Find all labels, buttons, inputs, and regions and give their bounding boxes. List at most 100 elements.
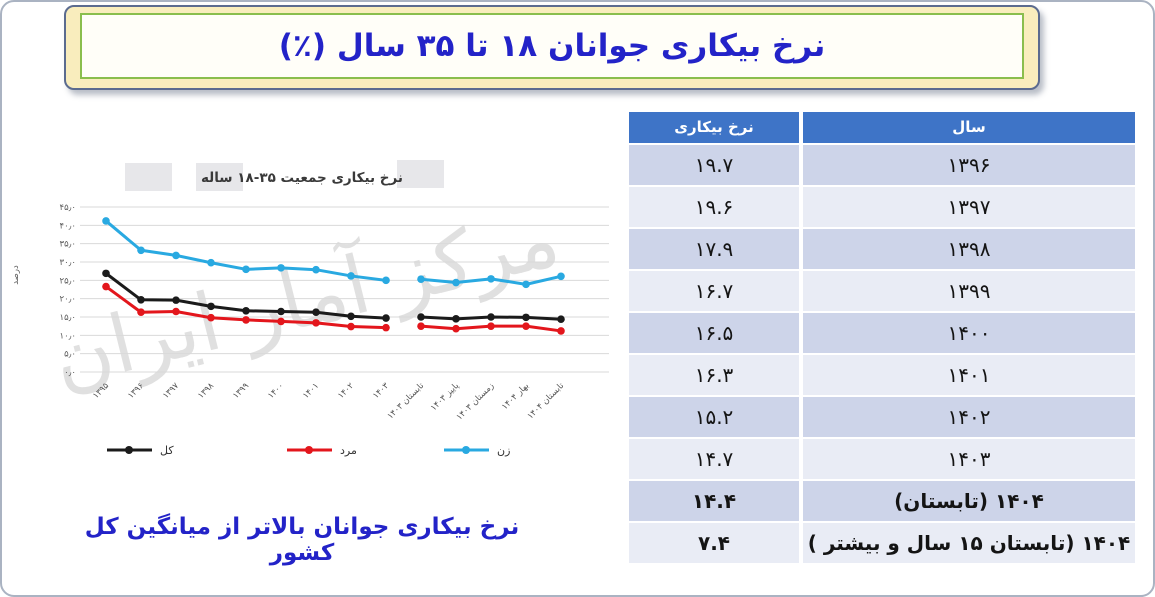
rate-cell: ۱۹.۶ (629, 187, 799, 227)
data-point-men (347, 322, 355, 331)
data-point-total (312, 308, 320, 317)
data-point-total (452, 315, 460, 323)
y-tick-label: ۲۰٫۰ (60, 295, 76, 305)
table-row: ۱۳۹۹ ۱۶.۷ (629, 271, 1135, 311)
data-point-total (102, 269, 110, 278)
year-cell: ۱۴۰۱ (803, 355, 1135, 395)
legend-item-women: زن (444, 444, 510, 457)
table-body: ۱۳۹۶ ۱۹.۷ ۱۳۹۷ ۱۹.۶ ۱۳۹۸ ۱۷.۹ ۱۳۹۹ ۱۶.۷ ۱۴۰۰ ۱۶.۵… (629, 145, 1135, 563)
x-tick-label: ۱۴۰۳ (371, 381, 391, 401)
data-point-men (382, 323, 390, 332)
title-banner-inner: نرخ بیکاری جوانان ۱۸ تا ۳۵ سال (٪) (80, 13, 1024, 79)
x-tick-label: ۱۳۹۹ (231, 381, 251, 401)
data-point-women (417, 275, 425, 284)
y-tick-label: ۵٫۰ (64, 350, 76, 360)
data-point-women (557, 272, 565, 281)
data-point-total (207, 302, 215, 311)
year-cell: ۱۴۰۳ (803, 439, 1135, 479)
data-point-women (347, 272, 355, 280)
data-point-women (452, 278, 460, 287)
data-point-men (522, 322, 530, 330)
rate-cell: ۷.۴ (629, 523, 799, 563)
legend-item-men: مرد (287, 444, 357, 457)
x-tick-label: پاییز ۱۴۰۳ (429, 381, 462, 414)
data-point-total (382, 314, 390, 322)
series-men (102, 282, 565, 335)
data-point-women (312, 265, 320, 274)
rate-cell: ۱۴.۷ (629, 439, 799, 479)
decorative-gray-box (125, 163, 172, 191)
data-point-men (242, 316, 250, 324)
year-cell: ۱۳۹۶ (803, 145, 1135, 185)
data-point-total (172, 296, 180, 304)
y-tick-label: ۳۰٫۰ (60, 258, 76, 268)
data-point-total (557, 315, 565, 323)
rate-cell: ۱۹.۷ (629, 145, 799, 185)
table-header-row: سال نرخ بیکاری (629, 112, 1135, 143)
table-row: ۱۴۰۳ ۱۴.۷ (629, 439, 1135, 479)
rate-cell: ۱۶.۷ (629, 271, 799, 311)
year-cell: ۱۳۹۹ (803, 271, 1135, 311)
table-header-year: سال (803, 112, 1135, 143)
data-point-women (487, 275, 495, 283)
year-cell: ۱۳۹۸ (803, 229, 1135, 269)
y-tick-label: ۴۵٫۰ (60, 203, 76, 213)
decorative-gray-box (397, 160, 444, 188)
series-total (102, 269, 565, 323)
table-row: ۱۳۹۸ ۱۷.۹ (629, 229, 1135, 269)
x-tick-label: ۱۳۹۷ (161, 381, 181, 401)
x-tick-label: تابستان ۱۴۰۳ (386, 381, 427, 422)
data-point-women (102, 217, 110, 225)
decorative-gray-box (196, 163, 243, 191)
table-row: ۱۳۹۶ ۱۹.۷ (629, 145, 1135, 185)
table-row: ۱۴۰۲ ۱۵.۲ (629, 397, 1135, 437)
data-point-men (137, 308, 145, 317)
y-tick-label: ۲۵٫۰ (60, 276, 76, 286)
data-point-women (172, 251, 180, 260)
data-point-men (207, 313, 215, 322)
page-title: نرخ بیکاری جوانان ۱۸ تا ۳۵ سال (٪) (278, 28, 826, 64)
year-cell: ۱۴۰۴ (تابستان) (803, 481, 1135, 521)
table-row: ۱۴۰۴ (تابستان ۱۵ سال و بیشتر ) ۷.۴ (629, 523, 1135, 563)
chart-caption: نرخ بیکاری جوانان بالاتر از میانگین کل ک… (84, 514, 520, 566)
legend-label-total: کل (160, 444, 174, 457)
x-tick-label: ۱۴۰۲ (336, 381, 356, 401)
x-tick-label: زمستان ۱۴۰۳ (455, 381, 496, 422)
data-point-men (312, 319, 320, 327)
rate-cell: ۱۵.۲ (629, 397, 799, 437)
legend-item-total: کل (107, 444, 174, 457)
data-point-total (277, 307, 285, 316)
unemployment-chart: مرکز آمار ایران نرخ بیکاری جمعیت ۳۵-۱۸ سا… (2, 150, 620, 480)
table-row: ۱۴۰۱ ۱۶.۳ (629, 355, 1135, 395)
year-cell: ۱۳۹۷ (803, 187, 1135, 227)
rate-cell: ۱۶.۳ (629, 355, 799, 395)
table-row: ۱۴۰۴ (تابستان) ۱۴.۴ (629, 481, 1135, 521)
legend-marker-women (462, 446, 470, 454)
unemployment-table: سال نرخ بیکاری ۱۳۹۶ ۱۹.۷ ۱۳۹۷ ۱۹.۶ ۱۳۹۸ ۱۷.۹ ۱… (629, 112, 1135, 565)
data-point-men (277, 317, 285, 326)
data-point-women (382, 276, 390, 285)
y-axis-title: درصد (11, 265, 21, 285)
x-tick-label: بهار ۱۴۰۴ (500, 381, 531, 412)
legend-marker-total (125, 446, 133, 454)
legend-label-women: زن (497, 444, 510, 457)
data-point-women (137, 246, 145, 255)
legend-label-men: مرد (340, 444, 357, 457)
data-point-women (522, 280, 530, 289)
x-tick-label: ۱۳۹۸ (196, 381, 216, 401)
data-point-women (277, 264, 285, 272)
y-tick-label: ۰٫۰ (64, 368, 76, 378)
table-row: ۱۴۰۰ ۱۶.۵ (629, 313, 1135, 353)
data-point-men (557, 327, 565, 335)
x-tick-label: ۱۴۰۰ (266, 381, 286, 401)
title-banner: نرخ بیکاری جوانان ۱۸ تا ۳۵ سال (٪) (64, 5, 1040, 90)
data-point-men (452, 324, 460, 333)
data-point-total (137, 295, 145, 304)
table-row: ۱۳۹۷ ۱۹.۶ (629, 187, 1135, 227)
y-tick-label: ۱۰٫۰ (60, 331, 76, 341)
data-point-men (172, 307, 180, 316)
x-tick-label: تابستان ۱۴۰۴ (526, 381, 567, 422)
table-header-rate: نرخ بیکاری (629, 112, 799, 143)
y-tick-label: ۳۵٫۰ (60, 240, 76, 250)
